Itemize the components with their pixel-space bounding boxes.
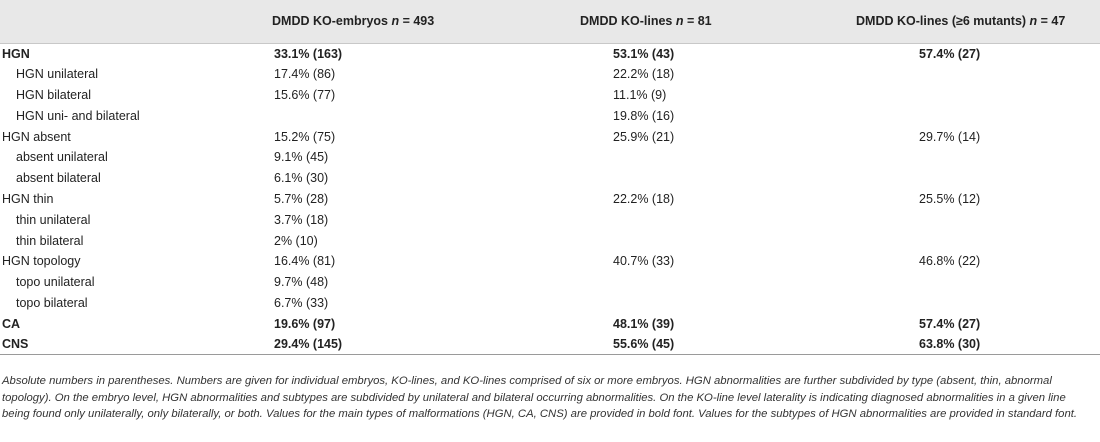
cell-embryos: 15.2% (75)	[274, 129, 336, 144]
cell-embryos: 19.6% (97)	[274, 316, 336, 331]
cell-embryos: 3.7% (18)	[274, 212, 329, 227]
row-label: thin bilateral	[16, 233, 84, 248]
cell-lines: 19.8% (16)	[613, 108, 675, 123]
table-row: absent unilateral 9.1% (45)	[0, 147, 1100, 168]
row-label: absent bilateral	[16, 171, 101, 186]
cell-lines: 48.1% (39)	[613, 316, 675, 331]
cell-lines-6: 57.4% (27)	[919, 316, 981, 331]
row-label: CNS	[0, 334, 232, 356]
table-row: HGN topology 16.4% (81) 40.7% (33) 46.8%…	[0, 251, 1100, 272]
cell-lines: 55.6% (45)	[480, 334, 760, 356]
cell-embryos: 33.1% (163)	[274, 46, 343, 61]
cell-lines-6	[760, 293, 1100, 314]
cell-lines-6: 63.8% (30)	[760, 334, 1100, 356]
header-ko-lines-6: DMDD KO-lines (≥6 mutants) n = 47	[760, 0, 1100, 44]
cell-lines: 53.1% (43)	[613, 46, 675, 61]
cell-lines	[480, 272, 760, 293]
cell-lines: 22.2% (18)	[613, 191, 675, 206]
row-label: CA	[2, 316, 21, 331]
row-label: topo bilateral	[16, 295, 88, 310]
table-row: topo unilateral 9.7% (48)	[0, 272, 1100, 293]
row-label: thin unilateral	[16, 212, 91, 227]
header-blank	[0, 0, 232, 44]
cell-embryos: 16.4% (81)	[274, 254, 336, 269]
cell-lines-6	[760, 64, 1100, 85]
table-row: HGN absent 15.2% (75) 25.9% (21) 29.7% (…	[0, 126, 1100, 147]
row-label: HGN bilateral	[16, 87, 92, 102]
table-row: HGN unilateral 17.4% (86) 22.2% (18)	[0, 64, 1100, 85]
cell-lines	[480, 293, 760, 314]
cell-embryos: 9.1% (45)	[274, 150, 329, 165]
cell-lines	[480, 230, 760, 251]
header-ko-lines-6-n: n	[1029, 14, 1038, 29]
cell-lines-6	[760, 147, 1100, 168]
cell-embryos: 15.6% (77)	[274, 87, 336, 102]
cell-embryos: 5.7% (28)	[274, 191, 329, 206]
row-label: HGN topology	[2, 254, 81, 269]
header-ko-lines-6-label: DMDD KO-lines (≥6 mutants)	[856, 14, 1030, 29]
cell-lines-6: 57.4% (27)	[919, 46, 981, 61]
table-row: CA 19.6% (97) 48.1% (39) 57.4% (27)	[0, 313, 1100, 334]
cell-lines-6: 25.5% (12)	[919, 191, 981, 206]
header-ko-embryos-label: DMDD KO-embryos	[272, 14, 392, 29]
header-ko-lines: DMDD KO-lines n = 81	[480, 0, 760, 44]
cell-lines	[480, 147, 760, 168]
header-ko-lines-n: n	[675, 14, 684, 29]
cell-embryos: 2% (10)	[274, 233, 318, 248]
cell-embryos: 29.4% (145)	[232, 334, 480, 356]
cell-lines-6	[760, 230, 1100, 251]
cell-embryos: 6.7% (33)	[274, 295, 329, 310]
row-label: HGN absent	[2, 129, 71, 144]
table-row: absent bilateral 6.1% (30)	[0, 168, 1100, 189]
header-row: DMDD KO-embryos n = 493 DMDD KO-lines n …	[0, 0, 1100, 44]
cell-lines-6	[760, 85, 1100, 106]
cell-embryos: 6.1% (30)	[274, 171, 329, 186]
cell-lines: 25.9% (21)	[613, 129, 675, 144]
table-row: HGN thin 5.7% (28) 22.2% (18) 25.5% (12)	[0, 189, 1100, 210]
cell-lines: 40.7% (33)	[613, 254, 675, 269]
cell-lines-6: 46.8% (22)	[919, 254, 981, 269]
row-label: HGN uni- and bilateral	[16, 108, 140, 123]
cell-lines: 11.1% (9)	[613, 87, 667, 102]
cell-embryos	[232, 105, 480, 126]
row-label: HGN thin	[2, 191, 54, 206]
table-row: HGN 33.1% (163) 53.1% (43) 57.4% (27)	[0, 43, 1100, 64]
row-label: topo unilateral	[16, 275, 95, 290]
header-ko-lines-6-count: = 47	[1037, 14, 1066, 29]
row-label: HGN unilateral	[16, 67, 98, 82]
cell-embryos: 17.4% (86)	[274, 67, 336, 82]
data-table: DMDD KO-embryos n = 493 DMDD KO-lines n …	[0, 0, 1100, 356]
table-footnote: Absolute numbers in parentheses. Numbers…	[2, 375, 1078, 421]
table-row: HGN uni- and bilateral 19.8% (16)	[0, 105, 1100, 126]
table-row: CNS 29.4% (145) 55.6% (45) 63.8% (30)	[0, 334, 1100, 356]
cell-lines	[480, 168, 760, 189]
cell-lines-6	[760, 272, 1100, 293]
cell-lines-6	[760, 209, 1100, 230]
header-ko-embryos-count: = 493	[399, 14, 435, 29]
header-ko-lines-count: = 81	[683, 14, 712, 29]
cell-lines-6	[760, 168, 1100, 189]
header-ko-lines-label: DMDD KO-lines	[580, 14, 676, 29]
row-label: HGN	[2, 46, 30, 61]
cell-lines-6: 29.7% (14)	[919, 129, 981, 144]
row-label: absent unilateral	[16, 150, 108, 165]
header-ko-embryos: DMDD KO-embryos n = 493	[232, 0, 480, 44]
cell-embryos: 9.7% (48)	[274, 275, 329, 290]
cell-lines: 22.2% (18)	[613, 67, 675, 82]
table-row: topo bilateral 6.7% (33)	[0, 293, 1100, 314]
table-row: thin bilateral 2% (10)	[0, 230, 1100, 251]
table-row: thin unilateral 3.7% (18)	[0, 209, 1100, 230]
cell-lines	[480, 209, 760, 230]
header-ko-embryos-n: n	[391, 14, 400, 29]
cell-lines-6	[760, 105, 1100, 126]
table-row: HGN bilateral 15.6% (77) 11.1% (9)	[0, 85, 1100, 106]
